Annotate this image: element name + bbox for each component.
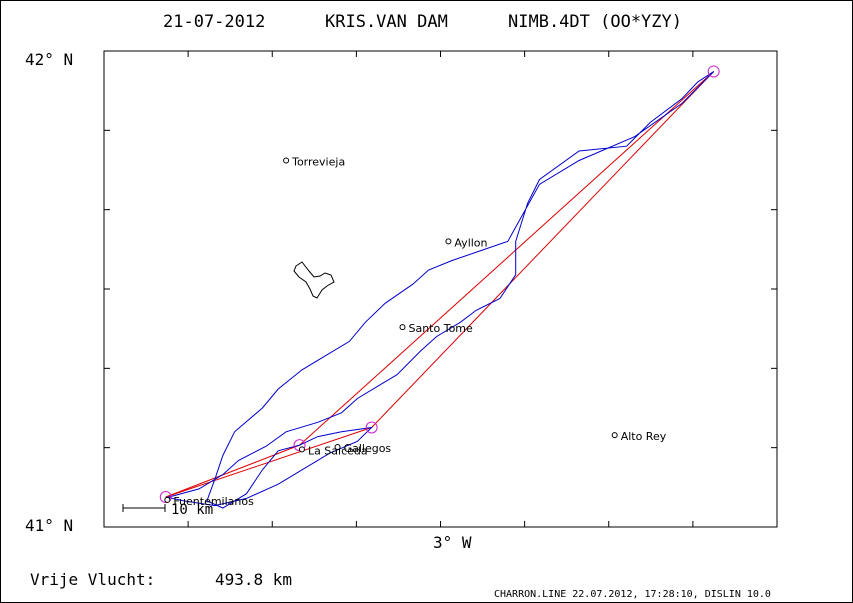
- task-leg: [165, 444, 300, 498]
- distance-value: 493.8 km: [215, 570, 292, 589]
- place-label: Gallegos: [344, 442, 392, 455]
- place-label: Torrevieja: [291, 155, 345, 168]
- place-label: La Salceda: [308, 444, 368, 457]
- glider-id: NIMB.4DT (OO*YZY): [508, 12, 682, 32]
- flight-date: 21-07-2012: [163, 12, 265, 32]
- place-marker: [399, 324, 406, 331]
- lake-outline: [293, 261, 335, 299]
- place-marker: [164, 496, 171, 503]
- task-leg: [371, 71, 715, 428]
- credit-line: CHARRON.LINE 22.07.2012, 17:28:10, DISLI…: [494, 589, 771, 600]
- task-leg: [299, 71, 714, 446]
- plot-area: [103, 50, 778, 528]
- lat-top-label: 42° N: [25, 50, 73, 69]
- flight-track: [165, 71, 715, 509]
- place-label: Ayllon: [454, 236, 487, 249]
- lat-bottom-label: 41° N: [25, 516, 73, 535]
- turnpoint-circle: [365, 421, 378, 434]
- place-marker: [611, 432, 618, 439]
- place-markers: Torrevieja Ayllon Santo Tome Alto Rey La Sal…: [164, 155, 667, 508]
- scale-bar: 10 km: [122, 502, 213, 518]
- place-marker: [283, 157, 290, 164]
- place-label: Santo Tome: [408, 322, 473, 335]
- axis-ticks: [103, 50, 778, 528]
- turnpoint-circle: [159, 491, 172, 504]
- lon-label: 3° W: [433, 533, 472, 552]
- pilot-name: KRIS.VAN DAM: [325, 12, 448, 32]
- place-marker: [334, 444, 341, 451]
- place-label: Alto Rey: [621, 430, 667, 443]
- distance-label: Vrije Vlucht:: [30, 570, 155, 589]
- turnpoint-circle: [707, 65, 720, 78]
- place-marker: [445, 238, 452, 245]
- place-marker: [298, 446, 305, 453]
- scale-bar-label: 10 km: [171, 502, 213, 518]
- place-label: Fuentemilanos: [173, 495, 254, 508]
